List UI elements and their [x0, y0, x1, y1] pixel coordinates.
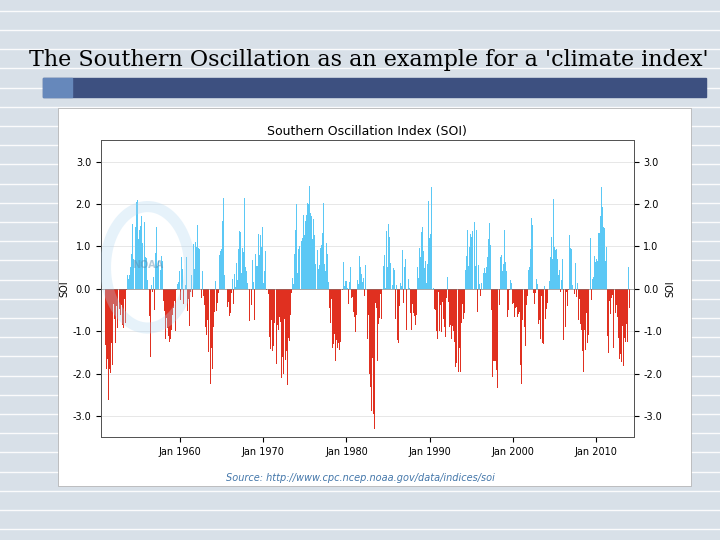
- Y-axis label: SOI: SOI: [665, 281, 675, 297]
- Text: The Southern Oscillation as an example for a 'climate index': The Southern Oscillation as an example f…: [29, 49, 708, 71]
- Text: NOAA: NOAA: [132, 260, 163, 269]
- Text: Source: http://www.cpc.ncep.noaa.gov/data/indices/soi: Source: http://www.cpc.ncep.noaa.gov/dat…: [225, 473, 495, 483]
- Y-axis label: SOI: SOI: [60, 281, 69, 297]
- Title: Southern Oscillation Index (SOI): Southern Oscillation Index (SOI): [267, 125, 467, 138]
